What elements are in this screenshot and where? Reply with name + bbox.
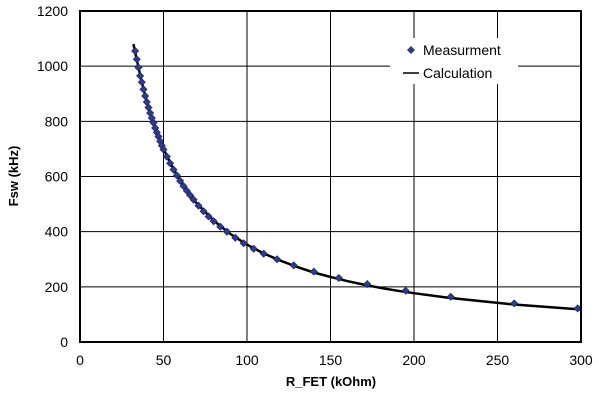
measurement-point <box>401 286 410 295</box>
y-tick-label: 600 <box>45 169 69 185</box>
x-tick-label: 0 <box>76 352 84 368</box>
measurement-point <box>182 186 191 195</box>
measurement-point <box>131 46 140 56</box>
measurement-point <box>249 244 258 253</box>
measurement-point <box>239 239 248 248</box>
measurement-point <box>222 227 231 236</box>
x-tick-label: 100 <box>235 352 259 368</box>
measurement-point <box>141 91 150 100</box>
measurement-point <box>179 182 188 191</box>
y-tick-label: 200 <box>45 279 69 295</box>
legend-marker-icon <box>407 46 415 54</box>
series-measurment <box>131 46 582 313</box>
x-axis-title: R_FET (kOhm) <box>286 374 376 389</box>
y-tick-label: 800 <box>45 113 69 129</box>
legend-label-calculation: Calculation <box>423 65 492 81</box>
y-tick-label: 0 <box>60 334 68 350</box>
measurement-point <box>446 292 455 301</box>
measurement-point <box>510 299 519 308</box>
measurement-point <box>169 165 178 174</box>
x-tick-label: 300 <box>569 352 593 368</box>
y-tick-label: 1000 <box>37 58 68 74</box>
measurement-point <box>204 212 213 221</box>
measurement-point <box>199 207 208 216</box>
legend: Measurment Calculation <box>390 38 518 84</box>
measurement-point <box>137 78 146 87</box>
measurement-point <box>136 71 145 80</box>
x-tick-label: 150 <box>319 352 343 368</box>
plot-frame <box>79 10 582 343</box>
measurement-point <box>132 55 141 64</box>
plot-border <box>79 10 582 343</box>
y-tick-labels: 0 200 400 600 800 1000 1200 <box>37 3 68 350</box>
legend-box <box>390 38 518 84</box>
y-tick-label: 400 <box>45 224 69 240</box>
measurement-point <box>231 233 240 242</box>
measurement-point <box>134 63 143 72</box>
measurement-point <box>166 159 175 168</box>
measurement-point <box>176 176 185 185</box>
measurement-point <box>159 145 168 154</box>
x-tick-label: 50 <box>156 352 172 368</box>
measurement-point <box>172 171 181 180</box>
measurement-point <box>139 85 148 94</box>
x-tick-label: 200 <box>402 352 426 368</box>
measurement-point <box>162 152 171 161</box>
measurement-point <box>273 255 282 264</box>
measurement-point <box>189 195 198 204</box>
legend-label-measurment: Measurment <box>423 42 501 58</box>
y-tick-label: 1200 <box>37 3 68 19</box>
measurement-point <box>334 273 343 283</box>
measurement-point <box>186 191 195 200</box>
measurement-point <box>289 261 298 270</box>
x-tick-labels: 0 50 100 150 200 250 300 <box>76 352 593 368</box>
measurement-point <box>363 280 372 289</box>
measurement-point <box>209 217 218 226</box>
measurement-point <box>194 201 203 210</box>
measurement-point <box>216 222 225 231</box>
y-axis-title: Fsw (kHz) <box>6 146 21 207</box>
measurement-point <box>309 267 318 276</box>
x-tick-label: 250 <box>486 352 510 368</box>
measurement-point <box>259 249 268 258</box>
